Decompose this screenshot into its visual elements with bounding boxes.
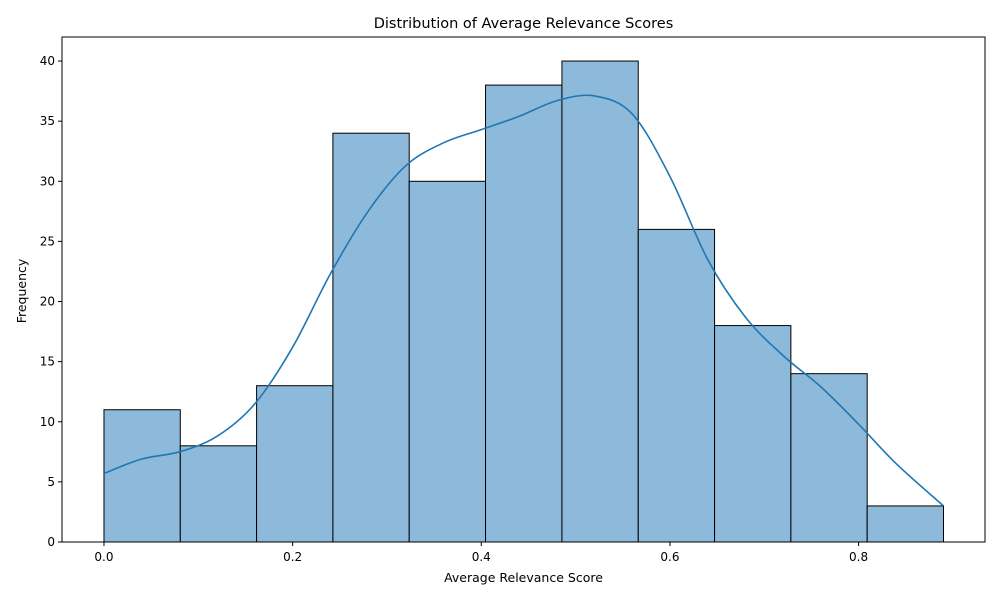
y-tick-label: 10 — [40, 415, 55, 429]
x-tick-label: 0.8 — [849, 550, 868, 564]
y-tick-label: 15 — [40, 355, 55, 369]
y-tick-label: 35 — [40, 114, 55, 128]
x-tick-label: 0.6 — [660, 550, 679, 564]
x-tick-label: 0.0 — [94, 550, 113, 564]
histogram-bar — [256, 385, 334, 543]
y-tick-label: 0 — [47, 535, 55, 549]
x-axis-ticks: 0.0 0.2 0.4 0.6 0.8 — [94, 542, 868, 564]
x-tick-label: 0.2 — [283, 550, 302, 564]
kde-line — [103, 94, 945, 507]
histogram-bar — [485, 84, 563, 543]
y-axis-ticks: 0 5 10 15 20 25 30 35 40 — [40, 54, 62, 549]
histogram-bar — [408, 180, 487, 543]
y-tick-label: 30 — [40, 174, 55, 188]
x-tick-label: 0.4 — [472, 550, 491, 564]
histogram-bar — [103, 409, 181, 543]
chart-title: Distribution of Average Relevance Scores — [374, 16, 674, 32]
y-tick-label: 5 — [47, 475, 55, 489]
x-axis-label: Average Relevance Score — [444, 570, 603, 585]
kde-curve-group — [103, 94, 945, 507]
histogram-bar — [332, 132, 410, 543]
histogram-bar — [637, 228, 716, 543]
y-tick-label: 25 — [40, 234, 55, 248]
histogram-bar — [179, 445, 258, 543]
histogram-bar — [561, 60, 639, 543]
histogram-bar — [866, 505, 944, 543]
y-tick-label: 20 — [40, 295, 55, 309]
histogram-bar — [714, 325, 792, 543]
histogram-bars — [103, 60, 944, 543]
plot-frame — [61, 36, 986, 543]
y-axis-label: Frequency — [14, 258, 29, 323]
y-tick-label: 40 — [40, 54, 55, 68]
histogram-bar — [790, 373, 868, 543]
